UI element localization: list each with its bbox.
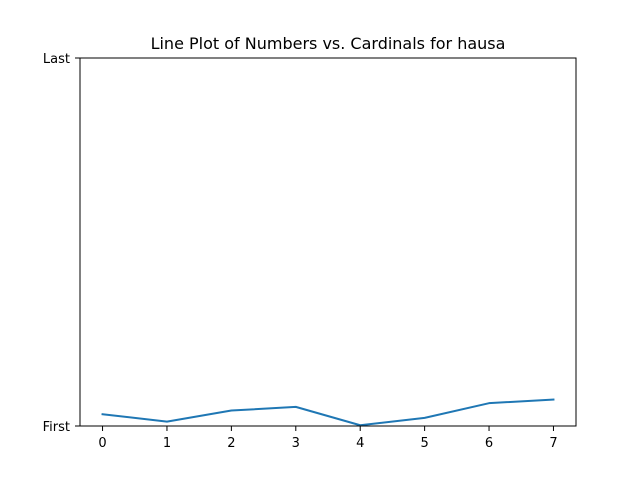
x-tick-label-7: 7 <box>549 436 557 451</box>
plot-area <box>101 398 555 427</box>
y-tick-label-last: Last <box>43 52 70 67</box>
series-line-0 <box>101 398 555 427</box>
x-tick-label-1: 1 <box>163 436 171 451</box>
x-axis: 0 1 2 3 4 5 6 7 <box>98 426 558 451</box>
chart-title: Line Plot of Numbers vs. Cardinals for h… <box>151 34 506 53</box>
x-tick-label-3: 3 <box>292 436 300 451</box>
x-tick-label-2: 2 <box>227 436 235 451</box>
y-axis: First Last <box>43 52 80 435</box>
plot-frame <box>79 57 577 427</box>
x-tick-label-6: 6 <box>485 436 493 451</box>
x-tick-label-0: 0 <box>98 436 106 451</box>
y-tick-label-first: First <box>43 420 70 435</box>
x-tick-label-5: 5 <box>420 436 428 451</box>
x-tick-label-4: 4 <box>356 436 364 451</box>
